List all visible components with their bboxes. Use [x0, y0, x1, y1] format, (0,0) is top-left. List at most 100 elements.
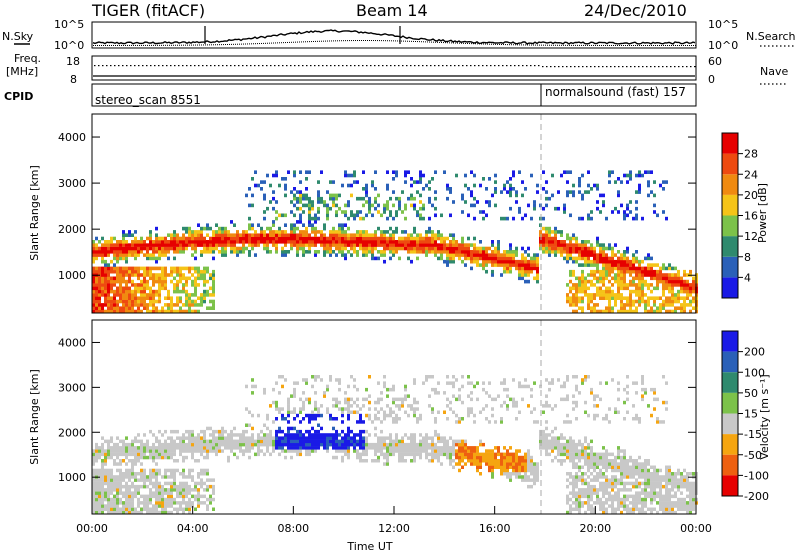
heatmap-cell	[191, 300, 194, 304]
heatmap-cell	[179, 247, 182, 251]
nave-point	[574, 66, 576, 67]
heatmap-cell	[191, 303, 194, 307]
heatmap-cell	[692, 287, 695, 291]
heatmap-cell	[509, 253, 512, 257]
heatmap-cell	[131, 280, 134, 284]
heatmap-cell	[428, 250, 431, 254]
heatmap-cell	[404, 453, 407, 457]
heatmap-cell	[233, 250, 236, 254]
heatmap-cell	[404, 394, 407, 398]
heatmap-cell	[131, 485, 134, 489]
heatmap-cell	[275, 170, 278, 174]
heatmap-cell	[113, 482, 116, 486]
heatmap-cell	[113, 449, 116, 453]
heatmap-cell	[479, 247, 482, 251]
heatmap-cell	[143, 243, 146, 247]
nsearch-point	[289, 42, 290, 43]
heatmap-cell	[614, 263, 617, 267]
heatmap-cell	[683, 273, 686, 277]
heatmap-cell	[266, 237, 269, 241]
heatmap-cell	[497, 459, 500, 463]
heatmap-cell	[98, 482, 101, 486]
heatmap-cell	[347, 233, 350, 237]
heatmap-cell	[572, 270, 575, 274]
heatmap-cell	[305, 449, 308, 453]
heatmap-cell	[464, 243, 467, 247]
heatmap-cell	[635, 300, 638, 304]
heatmap-cell	[161, 283, 164, 287]
heatmap-cell	[638, 277, 641, 281]
heatmap-cell	[692, 300, 695, 304]
heatmap-cell	[290, 230, 293, 234]
heatmap-cell	[575, 243, 578, 247]
heatmap-cell	[155, 300, 158, 304]
heatmap-cell	[500, 459, 503, 463]
heatmap-cell	[311, 411, 314, 415]
heatmap-cell	[653, 296, 656, 300]
heatmap-cell	[194, 443, 197, 447]
heatmap-cell	[581, 290, 584, 294]
heatmap-cell	[485, 187, 488, 191]
heatmap-cell	[263, 443, 266, 447]
heatmap-cell	[332, 446, 335, 450]
heatmap-cell	[626, 287, 629, 291]
heatmap-cell	[638, 273, 641, 277]
heatmap-cell	[287, 414, 290, 418]
heatmap-cell	[296, 433, 299, 437]
nsearch-point	[669, 45, 670, 46]
heatmap-cell	[458, 443, 461, 447]
heatmap-cell	[308, 214, 311, 218]
heatmap-cell	[527, 475, 530, 479]
heatmap-cell	[413, 204, 416, 208]
heatmap-cell	[260, 436, 263, 440]
heatmap-cell	[587, 293, 590, 297]
heatmap-cell	[104, 250, 107, 254]
heatmap-cell	[386, 436, 389, 440]
heatmap-cell	[125, 283, 128, 287]
heatmap-cell	[110, 306, 113, 310]
heatmap-cell	[449, 436, 452, 440]
heatmap-cell	[470, 170, 473, 174]
heatmap-cell	[356, 388, 359, 392]
heatmap-cell	[419, 446, 422, 450]
heatmap-cell	[605, 270, 608, 274]
heatmap-cell	[191, 449, 194, 453]
heatmap-cell	[248, 204, 251, 208]
heatmap-cell	[299, 240, 302, 244]
heatmap-cell	[338, 237, 341, 241]
heatmap-cell	[683, 270, 686, 274]
heatmap-cell	[137, 306, 140, 310]
heatmap-cell	[497, 462, 500, 466]
heatmap-cell	[398, 443, 401, 447]
heatmap-cell	[437, 237, 440, 241]
heatmap-cell	[563, 170, 566, 174]
heatmap-cell	[428, 217, 431, 221]
heatmap-cell	[119, 446, 122, 450]
heatmap-cell	[662, 306, 665, 310]
heatmap-cell	[356, 398, 359, 402]
heatmap-cell	[431, 243, 434, 247]
heatmap-cell	[173, 453, 176, 457]
heatmap-cell	[107, 498, 110, 502]
heatmap-cell	[293, 227, 296, 231]
nsearch-point	[625, 45, 626, 46]
heatmap-cell	[365, 446, 368, 450]
heatmap-cell	[434, 190, 437, 194]
heatmap-cell	[188, 488, 191, 492]
heatmap-cell	[107, 472, 110, 476]
heatmap-cell	[449, 187, 452, 191]
heatmap-cell	[209, 485, 212, 489]
heatmap-cell	[95, 237, 98, 241]
nsearch-point	[629, 45, 630, 46]
heatmap-cell	[503, 187, 506, 191]
heatmap-cell	[251, 443, 254, 447]
heatmap-cell	[485, 404, 488, 408]
heatmap-cell	[185, 277, 188, 281]
heatmap-cell	[197, 277, 200, 281]
heatmap-cell	[677, 290, 680, 294]
heatmap-cell	[176, 296, 179, 300]
heatmap-cell	[566, 449, 569, 453]
heatmap-cell	[395, 440, 398, 444]
heatmap-cell	[569, 170, 572, 174]
heatmap-cell	[365, 440, 368, 444]
